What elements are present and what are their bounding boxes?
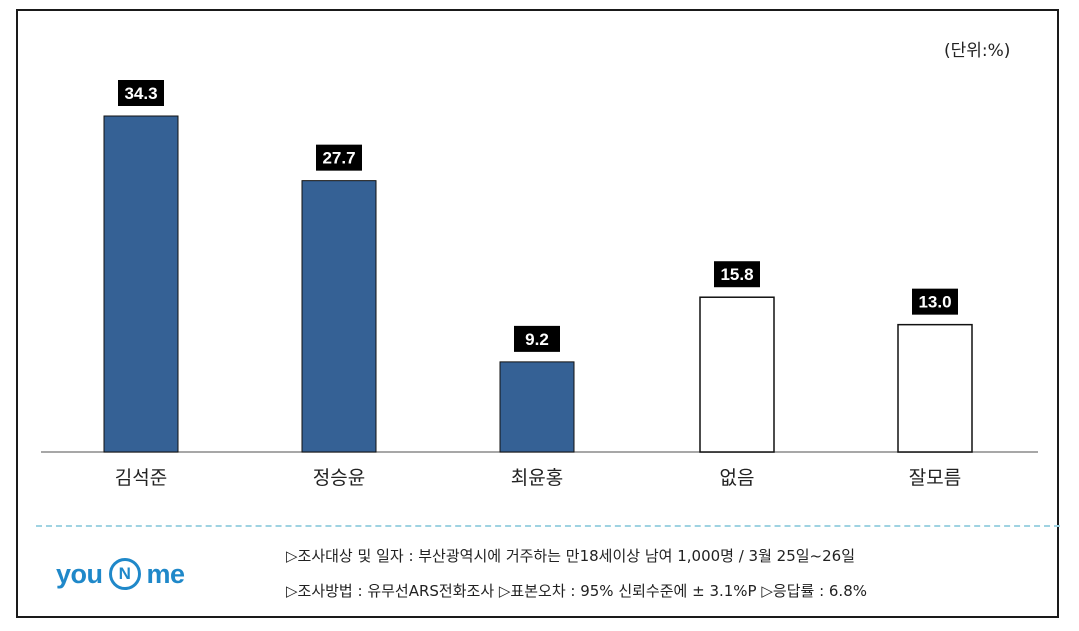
bar-0 [103,115,179,453]
value-label-4: 13.0 [918,293,951,312]
value-label-bg-0 [118,80,164,106]
logo-text-me: me [146,558,186,589]
category-label-0: 김석준 [115,467,167,489]
value-label-3: 15.8 [720,265,753,284]
bar-1 [301,180,377,453]
survey-note-target: ▷조사대상 및 일자 : 부산광역시에 거주하는 만18세이상 남여 1,000… [286,547,856,565]
category-label-1: 정승윤 [313,467,365,489]
value-label-bg-1 [316,144,362,171]
bar-3 [699,296,775,453]
bar-2 [499,361,575,453]
chart-frame [16,9,1059,618]
value-label-bg-4 [912,288,958,315]
value-label-0: 34.3 [124,84,157,103]
bar-4 [897,323,973,453]
value-label-2: 9.2 [525,330,549,349]
category-label-4: 잘모름 [909,467,961,489]
category-label-2: 최윤홍 [511,467,563,489]
category-label-3: 없음 [720,467,755,489]
bar-chart: 34.3 김석준 27.7 정승윤 9.2 최윤홍 15.8 없음 13.0 잘모름 [41,80,1038,489]
logo-text-you: you [56,558,103,589]
value-label-1: 27.7 [322,149,355,168]
unit-label: (단위:%) [944,41,1011,61]
logo-circle-n: N [108,558,141,590]
younme-logo: you N me [56,558,185,590]
value-label-bg-3 [714,261,760,288]
footer-divider [36,525,1060,527]
survey-note-method: ▷조사방법 : 유무선ARS전화조사 ▷표본오차 : 95% 신뢰수준에 ± 3… [286,582,867,600]
value-label-bg-2 [514,325,560,352]
